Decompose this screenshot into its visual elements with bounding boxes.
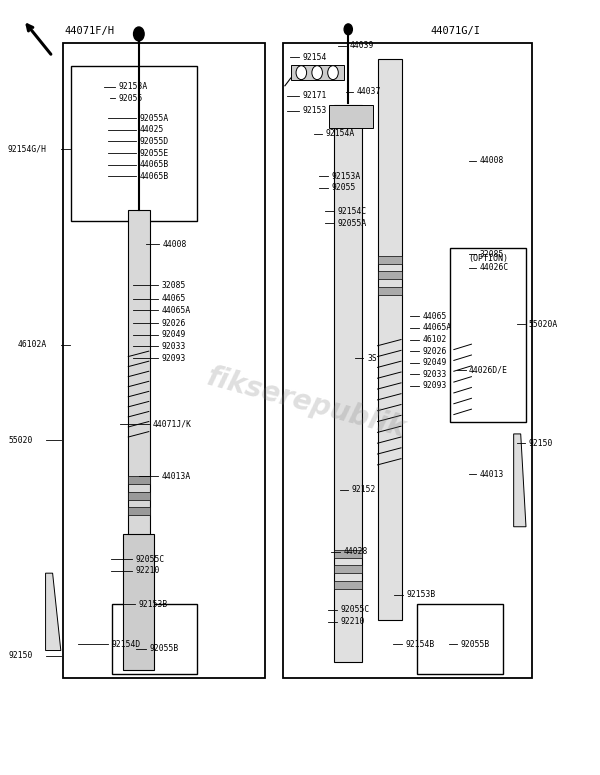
- Text: 92154C: 92154C: [338, 207, 367, 215]
- Text: 44013A: 44013A: [162, 472, 191, 481]
- Text: 44071F/H: 44071F/H: [64, 26, 114, 36]
- Text: 92055C: 92055C: [136, 555, 164, 563]
- Text: 46102A: 46102A: [17, 340, 47, 350]
- Bar: [377, 287, 402, 294]
- Text: 92153B: 92153B: [406, 591, 436, 599]
- Bar: [128, 508, 150, 515]
- Text: 92150: 92150: [529, 439, 553, 448]
- Polygon shape: [46, 574, 61, 650]
- Bar: [112, 604, 197, 673]
- Bar: [128, 477, 150, 484]
- Bar: [450, 248, 526, 422]
- Text: 32085: 32085: [479, 250, 504, 259]
- Circle shape: [296, 66, 307, 80]
- Text: 92093: 92093: [162, 353, 186, 363]
- Text: 92154A: 92154A: [326, 129, 355, 138]
- Text: 44037: 44037: [356, 88, 381, 96]
- Text: 92153A: 92153A: [118, 82, 148, 91]
- Bar: [283, 43, 532, 677]
- Text: (OPTION): (OPTION): [468, 254, 508, 264]
- Bar: [128, 209, 150, 604]
- Bar: [128, 492, 150, 500]
- Text: 44008: 44008: [479, 157, 504, 165]
- Text: 44071G/I: 44071G/I: [431, 26, 481, 36]
- Text: 44039: 44039: [349, 41, 374, 50]
- Text: 55020: 55020: [9, 436, 33, 445]
- Text: 92026: 92026: [422, 346, 446, 356]
- Bar: [291, 65, 344, 81]
- Text: 44008: 44008: [163, 240, 187, 249]
- Text: 92153A: 92153A: [332, 172, 361, 181]
- Text: 44065A: 44065A: [162, 305, 191, 315]
- Bar: [334, 566, 362, 574]
- Text: 32085: 32085: [162, 281, 186, 290]
- Text: 44028: 44028: [344, 547, 368, 556]
- Text: 92153B: 92153B: [138, 600, 167, 608]
- Text: 92033: 92033: [162, 342, 186, 351]
- Bar: [334, 581, 362, 589]
- Text: 44065B: 44065B: [139, 172, 169, 181]
- Text: 44026D/E: 44026D/E: [469, 366, 508, 375]
- Text: 55020A: 55020A: [529, 319, 557, 329]
- Bar: [377, 256, 402, 264]
- Text: 44026C: 44026C: [479, 263, 509, 272]
- Text: 92049: 92049: [422, 358, 446, 367]
- Text: 44065B: 44065B: [139, 160, 169, 169]
- Bar: [123, 535, 154, 670]
- Bar: [334, 550, 362, 558]
- Text: 92033: 92033: [422, 370, 446, 379]
- Text: 3S: 3S: [367, 353, 377, 363]
- Text: 92153: 92153: [302, 106, 327, 115]
- Text: 92055B: 92055B: [461, 640, 490, 649]
- Circle shape: [134, 27, 144, 41]
- Text: 92154D: 92154D: [111, 640, 140, 649]
- Text: 92026: 92026: [162, 319, 186, 328]
- Text: 92154B: 92154B: [405, 640, 434, 649]
- Text: 92055E: 92055E: [139, 149, 169, 157]
- Text: 44065: 44065: [162, 294, 186, 303]
- Text: 92055C: 92055C: [341, 605, 370, 614]
- Circle shape: [344, 24, 352, 35]
- Text: 44065: 44065: [422, 312, 446, 321]
- Text: 44013: 44013: [479, 470, 504, 479]
- Bar: [62, 43, 265, 677]
- Text: 92055B: 92055B: [150, 645, 179, 653]
- Text: 92150: 92150: [9, 652, 33, 660]
- Text: 46102: 46102: [422, 335, 446, 344]
- Text: fikserepublik: fikserepublik: [203, 363, 409, 443]
- Bar: [418, 604, 503, 673]
- Text: 92055D: 92055D: [139, 137, 169, 146]
- Text: 92152: 92152: [352, 485, 376, 494]
- Text: 92154: 92154: [302, 53, 327, 62]
- Bar: [334, 105, 362, 662]
- Polygon shape: [514, 434, 526, 527]
- Text: 92210: 92210: [136, 567, 160, 575]
- Bar: [71, 67, 197, 221]
- Text: 92049: 92049: [162, 330, 186, 339]
- Text: 92055A: 92055A: [139, 114, 169, 122]
- Text: 92154G/H: 92154G/H: [8, 145, 47, 153]
- Circle shape: [312, 66, 322, 80]
- Bar: [377, 59, 402, 619]
- Bar: [329, 105, 373, 129]
- Text: 92055: 92055: [332, 184, 356, 192]
- Bar: [377, 271, 402, 279]
- Text: 44025: 44025: [139, 126, 164, 134]
- Circle shape: [328, 66, 338, 80]
- Text: 92171: 92171: [302, 91, 327, 100]
- Text: 44071J/K: 44071J/K: [152, 419, 191, 429]
- Text: 92093: 92093: [422, 381, 446, 391]
- Text: 92210: 92210: [341, 618, 365, 626]
- Text: 92055: 92055: [118, 94, 143, 102]
- Text: 92055A: 92055A: [338, 219, 367, 228]
- Text: 44065A: 44065A: [422, 323, 451, 332]
